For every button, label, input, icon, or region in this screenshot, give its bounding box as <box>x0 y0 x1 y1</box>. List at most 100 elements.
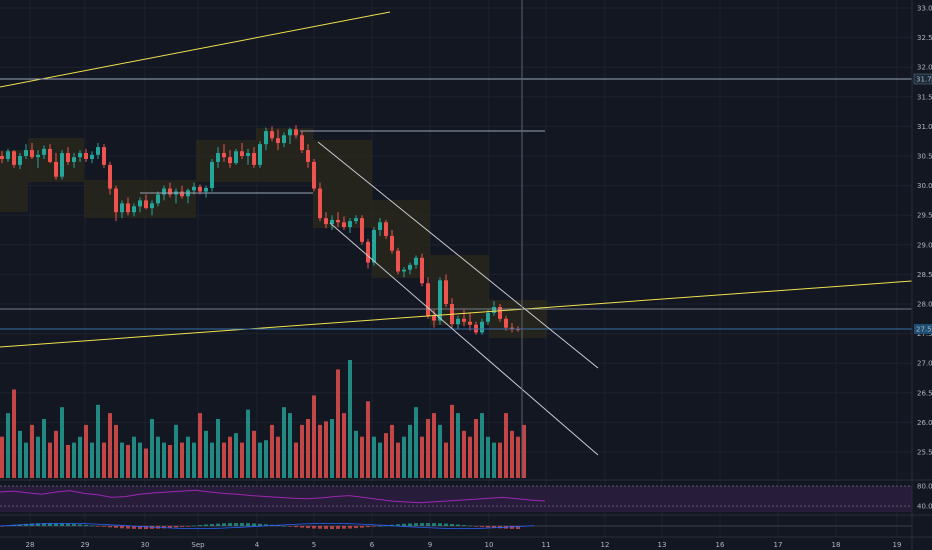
candle-body[interactable] <box>504 318 508 328</box>
macd-histogram-bar <box>378 525 382 527</box>
drawing-tools[interactable] <box>0 0 913 478</box>
candle-body[interactable] <box>252 153 256 165</box>
price-axis[interactable]: 33.00 32.50 32.00 31.50 31.00 30.50 30.00 29.50… <box>911 0 932 550</box>
candle-body[interactable] <box>330 219 334 225</box>
candle-body[interactable] <box>84 153 88 159</box>
candle-body[interactable] <box>192 186 196 191</box>
rsi-pane[interactable]: 80.00 40.00 <box>0 479 932 516</box>
candle-body[interactable] <box>240 151 244 156</box>
candle-body[interactable] <box>132 206 136 213</box>
candle-body[interactable] <box>318 188 322 219</box>
candle-body[interactable] <box>78 153 82 158</box>
candle-body[interactable] <box>300 135 304 151</box>
candle-body[interactable] <box>126 203 130 213</box>
candle-body[interactable] <box>12 151 16 165</box>
candle-body[interactable] <box>288 129 292 136</box>
candle-body[interactable] <box>108 164 112 189</box>
candle-body[interactable] <box>168 188 172 195</box>
candle-body[interactable] <box>456 318 460 325</box>
candle-body[interactable] <box>234 151 238 164</box>
candle-body[interactable] <box>306 150 310 162</box>
candle-body[interactable] <box>270 131 274 139</box>
candle-body[interactable] <box>396 250 400 272</box>
candle-body[interactable] <box>150 203 154 209</box>
candle-body[interactable] <box>18 156 22 165</box>
candle-body[interactable] <box>402 269 406 272</box>
candle-body[interactable] <box>180 191 184 197</box>
candle-body[interactable] <box>24 150 28 156</box>
candle-body[interactable] <box>72 157 76 162</box>
candle-body[interactable] <box>162 188 166 195</box>
candle-body[interactable] <box>90 154 94 159</box>
candle-body[interactable] <box>438 280 442 321</box>
candle-body[interactable] <box>156 194 160 204</box>
candle-body[interactable] <box>0 156 4 159</box>
trendline-upper[interactable] <box>0 11 391 88</box>
candle-body[interactable] <box>102 147 106 165</box>
candle-body[interactable] <box>198 186 202 192</box>
candle-body[interactable] <box>498 306 502 319</box>
candle-body[interactable] <box>210 161 214 188</box>
macd-histogram-bar <box>516 526 520 529</box>
candle-body[interactable] <box>492 306 496 313</box>
time-tick-label: 11 <box>542 541 551 549</box>
volume-bar <box>432 413 436 478</box>
candle-body[interactable] <box>462 318 466 322</box>
candle-body[interactable] <box>282 135 286 143</box>
candle-body[interactable] <box>138 200 142 207</box>
candle-body[interactable] <box>444 280 448 304</box>
candle-body[interactable] <box>222 153 226 158</box>
candle-body[interactable] <box>510 327 514 329</box>
candle-body[interactable] <box>348 221 352 228</box>
candle-body[interactable] <box>54 161 58 177</box>
candle-body[interactable] <box>378 222 382 230</box>
candle-body[interactable] <box>36 154 40 158</box>
candle-body[interactable] <box>246 153 250 156</box>
candle-body[interactable] <box>372 230 376 263</box>
macd-pane[interactable] <box>0 523 932 538</box>
candle-body[interactable] <box>264 131 268 145</box>
candle-body[interactable] <box>336 219 340 223</box>
volume-bar <box>132 436 136 478</box>
channel-line-bottom[interactable] <box>329 222 599 456</box>
candle-body[interactable] <box>96 147 100 155</box>
candle-body[interactable] <box>360 218 364 242</box>
candle-body[interactable] <box>384 222 388 236</box>
candle-body[interactable] <box>216 153 220 162</box>
candle-body[interactable] <box>60 153 64 177</box>
candle-body[interactable] <box>48 148 52 162</box>
candle-body[interactable] <box>354 218 358 222</box>
channel-line-top[interactable] <box>317 141 599 369</box>
candle-body[interactable] <box>258 144 262 165</box>
candle-body[interactable] <box>312 161 316 189</box>
candle-body[interactable] <box>120 203 124 213</box>
candle-body[interactable] <box>342 222 346 228</box>
candle-body[interactable] <box>408 264 412 270</box>
candle-body[interactable] <box>114 188 118 213</box>
candle-body[interactable] <box>228 157 232 164</box>
candle-body[interactable] <box>66 153 70 162</box>
macd-histogram-bar <box>132 526 136 529</box>
candle-body[interactable] <box>366 241 370 263</box>
candle-body[interactable] <box>432 315 436 321</box>
volume-bar <box>426 419 430 478</box>
candle-body[interactable] <box>294 129 298 136</box>
candle-body[interactable] <box>414 257 418 265</box>
candle-body[interactable] <box>6 151 10 159</box>
candle-body[interactable] <box>204 187 208 192</box>
candle-body[interactable] <box>426 283 430 316</box>
candle-body[interactable] <box>390 235 394 251</box>
candle-body[interactable] <box>42 148 46 155</box>
volume-bar <box>396 442 400 478</box>
candle-body[interactable] <box>144 200 148 209</box>
trendline-lower[interactable] <box>0 280 913 348</box>
candle-body[interactable] <box>324 218 328 225</box>
candle-body[interactable] <box>30 150 34 158</box>
candle-body[interactable] <box>486 312 490 322</box>
candle-body[interactable] <box>480 321 484 333</box>
candle-body[interactable] <box>420 257 424 284</box>
candle-body[interactable] <box>276 138 280 143</box>
time-axis[interactable]: 28 29 30 Sep 4 5 6 9 10 11 12 13 16 17 18 19 <box>26 541 902 549</box>
candle-body[interactable] <box>468 321 472 325</box>
